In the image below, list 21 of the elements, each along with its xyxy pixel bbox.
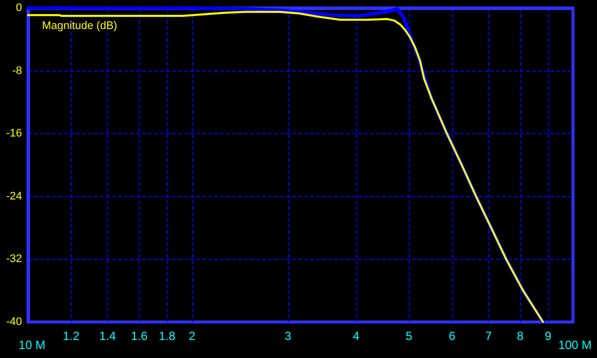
text: 100 M — [558, 338, 592, 352]
x-tick-label: 6 — [448, 329, 456, 343]
y-tick-label: -24 — [6, 190, 22, 202]
x-tick-label: 1.4 — [99, 329, 116, 343]
x-tick-label: 4 — [352, 329, 360, 343]
y-tick-label: -40 — [6, 316, 22, 328]
x-tick-label: 1.2 — [62, 329, 80, 343]
x-tick-label: 3 — [284, 329, 292, 343]
text: 10 M — [18, 338, 46, 352]
y-tick-label: -8 — [12, 64, 22, 77]
x-tick-label: 1.8 — [158, 329, 176, 343]
x-tick-label: 5 — [406, 329, 413, 343]
x-tick-label: 1.6 — [130, 329, 148, 343]
x-tick-label: 2 — [188, 329, 196, 343]
x-tick-label: 7 — [485, 329, 492, 343]
x-tick-label: 8 — [516, 329, 524, 343]
x-tick-label: 9 — [544, 329, 552, 343]
series-label: Magnitude (dB) — [42, 20, 118, 32]
y-tick-label: -32 — [6, 253, 22, 266]
y-tick-label: 0 — [16, 2, 22, 14]
y-tick-label: -16 — [6, 128, 22, 140]
